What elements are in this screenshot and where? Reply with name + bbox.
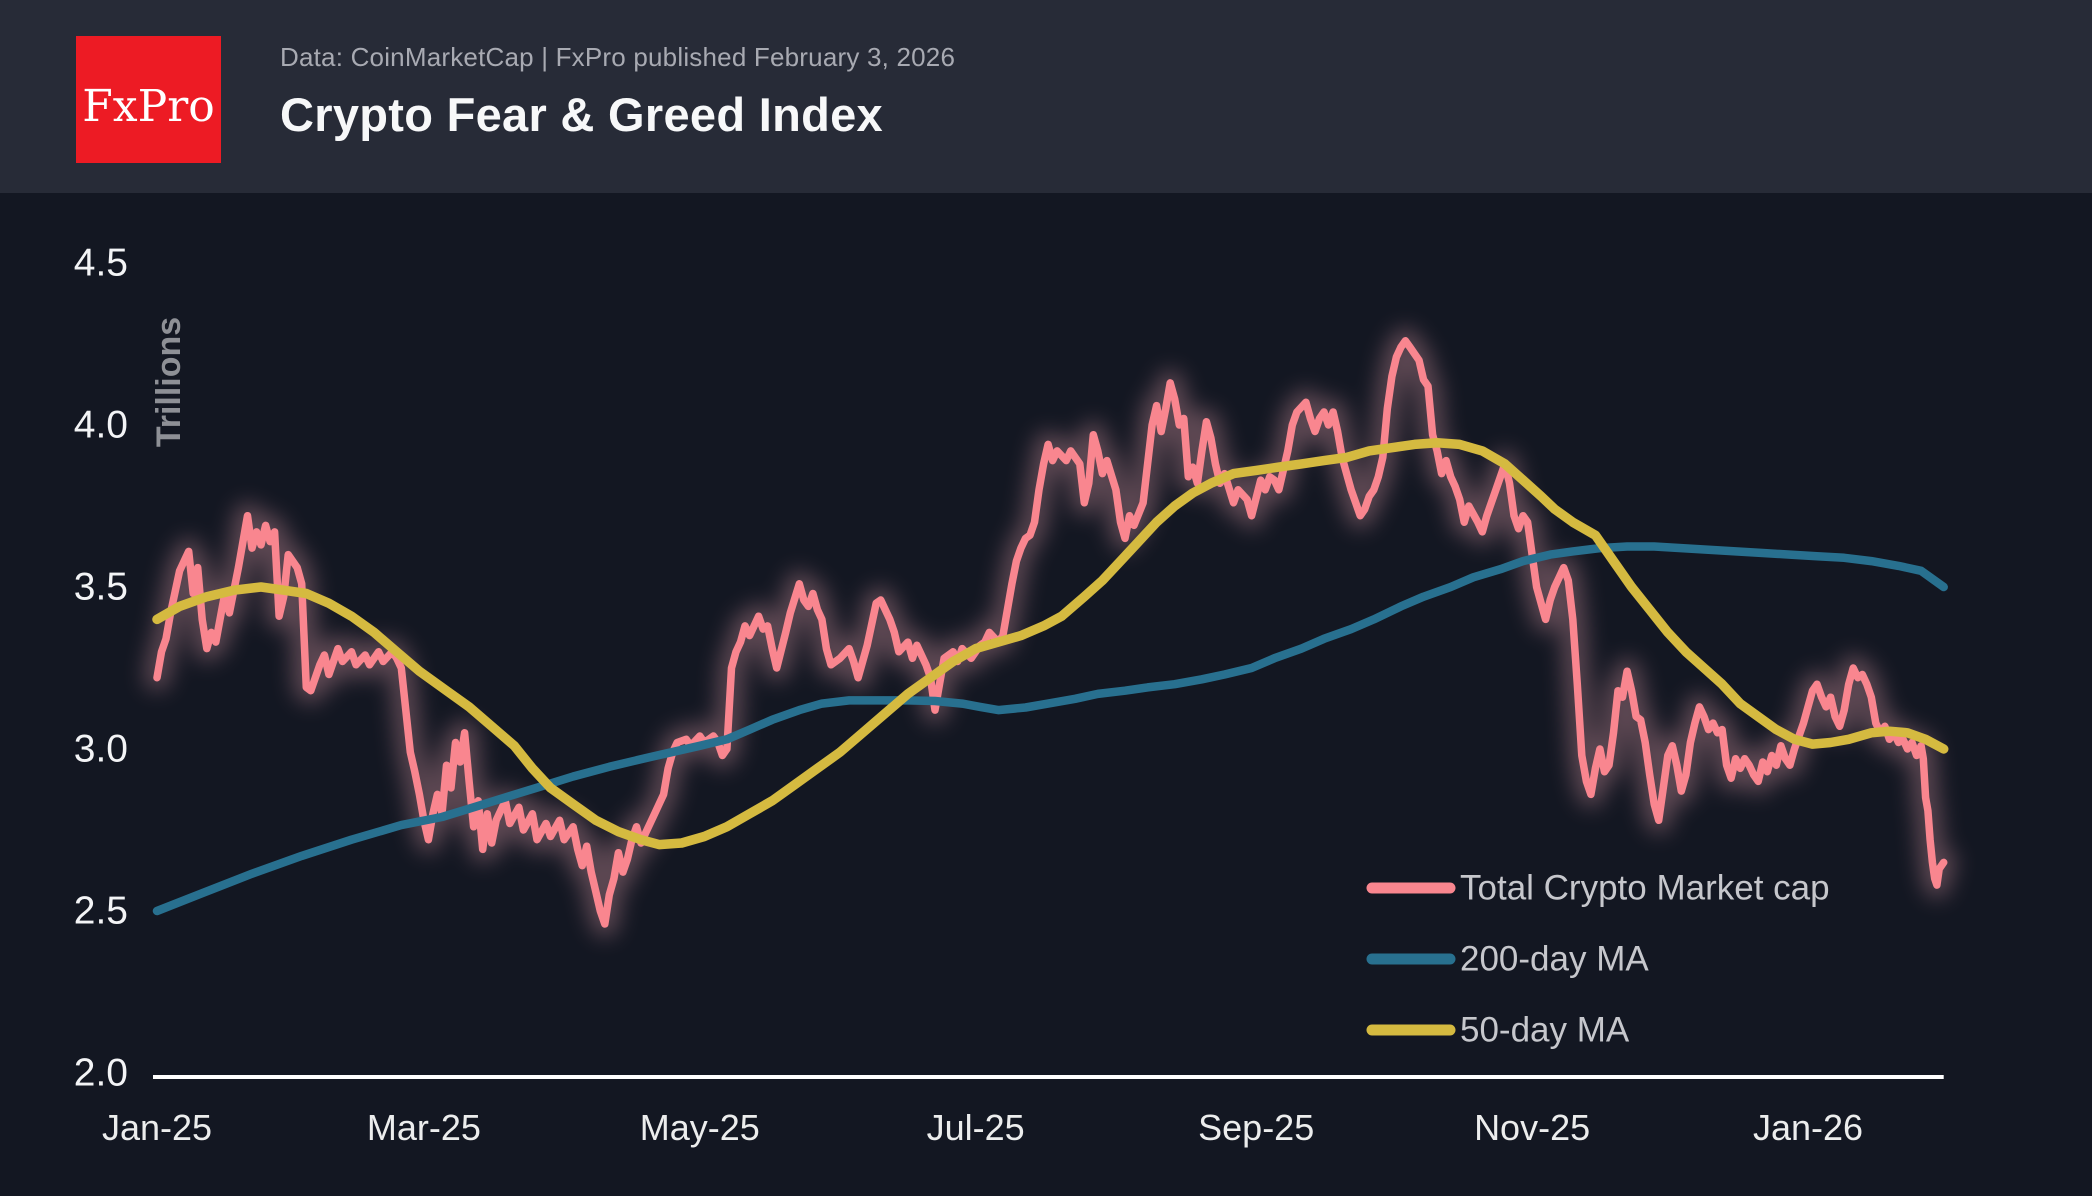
y-axis-label: 2.0 <box>74 1052 128 1095</box>
title-block: Data: CoinMarketCap | FxPro published Fe… <box>280 42 955 142</box>
y-axis-title: Trillions <box>150 317 188 447</box>
legend-label: 50-day MA <box>1460 1011 1630 1050</box>
legend-label: 200-day MA <box>1460 940 1649 979</box>
data-source-line: Data: CoinMarketCap | FxPro published Fe… <box>280 42 956 72</box>
fxpro-logo-text: FxPro <box>82 81 215 132</box>
series-line-200-day-ma <box>152 542 1948 916</box>
series-line-market-cap <box>153 337 1948 928</box>
y-axis-label: 3.0 <box>74 728 128 771</box>
x-axis-label: Jan-26 <box>1753 1107 1863 1148</box>
page-title: Crypto Fear & Greed Index <box>280 88 883 141</box>
series-line-50-day-ma <box>152 438 1949 850</box>
x-axis-label: Jul-25 <box>927 1107 1025 1148</box>
y-axis-label: 3.5 <box>74 566 128 609</box>
legend-label: Total Crypto Market cap <box>1460 869 1830 908</box>
fxpro-logo: FxPro <box>76 36 221 163</box>
x-axis-label: Jan-25 <box>102 1107 212 1148</box>
y-axis-label: 4.5 <box>74 242 128 285</box>
x-axis-label: Sep-25 <box>1198 1107 1314 1148</box>
x-axis-label: Nov-25 <box>1474 1107 1590 1148</box>
y-axis-label: 2.5 <box>74 890 128 933</box>
x-axis-label: Mar-25 <box>367 1107 481 1148</box>
header: FxPro Data: CoinMarketCap | FxPro publis… <box>0 0 2092 193</box>
y-axis-label: 4.0 <box>74 404 128 447</box>
x-axis-label: May-25 <box>640 1107 760 1148</box>
